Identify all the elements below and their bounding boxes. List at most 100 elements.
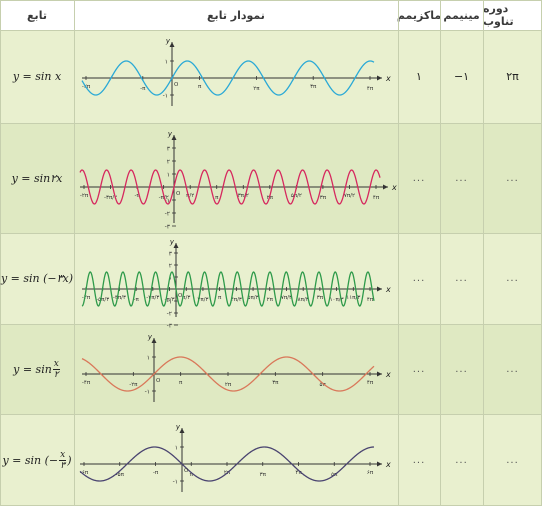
maximum-value: ... xyxy=(412,172,426,184)
y-tick-label: -۱ xyxy=(173,479,178,486)
x-tick-label: ۵π/۲ xyxy=(291,193,302,199)
x-tick-label: ۷π/۳ xyxy=(281,295,292,301)
x-axis-label: x xyxy=(385,74,391,83)
row-divider xyxy=(0,414,542,415)
function-graph: xy۱-۱-۲π -π π ۲π ۳π ۴πO xyxy=(81,37,391,106)
column-divider xyxy=(483,0,484,506)
y-tick-label: -۳ xyxy=(165,224,171,231)
column-divider xyxy=(398,0,399,506)
x-tick-label: ۴π xyxy=(295,470,302,476)
period-value: ... xyxy=(506,273,519,284)
maximum-value: ... xyxy=(412,363,426,375)
x-tick-label: ۳π xyxy=(272,380,279,386)
maximum-value: ... xyxy=(412,454,426,466)
y-tick-label: -۱ xyxy=(165,198,170,205)
row-divider xyxy=(0,233,542,234)
y-axis-label: y xyxy=(167,130,173,138)
x-axis-arrow xyxy=(383,184,388,190)
x-tick-label: -۲π xyxy=(82,295,91,301)
function-graph: x y ۳ ۲ ۱ -۱ -۲ -۳ -۲π -۳π/۲ -π -π/۲ π/۲ π ۳π/۲ ۲π ۵π/۲ ۳… xyxy=(79,130,397,231)
y-tick-label: -۲ xyxy=(165,211,170,218)
x-tick-label: ۲π xyxy=(267,195,274,201)
x-tick-label: -π xyxy=(133,297,139,303)
y-tick-label: -۱ xyxy=(167,299,172,306)
x-tick-label: π xyxy=(198,84,202,90)
maximum-value: ۱ xyxy=(416,70,422,83)
x-tick-label: -π/۳ xyxy=(164,297,174,303)
y-tick-label: ۱ xyxy=(147,355,150,362)
sine-curve xyxy=(81,356,375,392)
x-tick-label: π xyxy=(218,295,222,301)
y-axis-label: y xyxy=(169,238,175,246)
origin-label: O xyxy=(156,378,161,384)
x-axis-arrow xyxy=(377,75,382,81)
fraction-denominator: ۲ xyxy=(53,369,59,380)
row-divider xyxy=(0,324,542,325)
formula-main: y = sin (−۳x) xyxy=(0,272,74,285)
x-tick-label: ۴π xyxy=(367,297,374,303)
x-tick-label: ۳π xyxy=(317,295,324,301)
x-tick-label: ۳π xyxy=(310,84,317,90)
column-divider xyxy=(0,0,1,506)
y-tick-label: ۳ xyxy=(169,251,173,258)
x-axis-label: x xyxy=(385,285,391,294)
x-tick-label: ۳π xyxy=(260,472,267,478)
header-function: تابع xyxy=(27,8,47,22)
period-value: ... xyxy=(506,172,519,184)
y-tick-label: -۲ xyxy=(167,311,172,318)
column-divider xyxy=(440,0,441,506)
x-tick-label: -۲π/۳ xyxy=(146,295,159,301)
y-tick-label: ۱ xyxy=(165,59,168,66)
row-background xyxy=(0,324,542,414)
header-graph: نمودار تابع xyxy=(207,8,265,22)
formula-main: y = sin x xyxy=(12,70,62,83)
y-tick-label: -۱ xyxy=(145,389,150,396)
row-background xyxy=(0,233,542,324)
x-axis-label: x xyxy=(385,460,391,469)
x-tick-label: ۳π xyxy=(320,195,327,201)
x-tick-label: ۵π xyxy=(320,382,327,388)
x-tick-label: ۲π xyxy=(225,382,232,388)
x-axis-arrow xyxy=(377,461,382,467)
y-axis-arrow xyxy=(151,338,157,343)
x-tick-label: ۲π xyxy=(253,86,260,92)
x-tick-label: ۸π/۳ xyxy=(298,297,309,303)
sine-curve xyxy=(81,60,375,96)
origin-label: O xyxy=(184,468,189,474)
x-tick-label: -۴π/۳ xyxy=(113,295,126,301)
minimum-value: ... xyxy=(455,454,468,466)
y-tick-label: ۱ xyxy=(175,445,178,452)
row-divider xyxy=(0,123,542,124)
x-tick-label: -۵π/۳ xyxy=(96,297,109,303)
x-tick-label: -۴π xyxy=(82,380,91,386)
origin-label: O xyxy=(178,293,183,299)
x-tick-label: ۵π/۳ xyxy=(248,295,259,301)
minimum-value: −۱ xyxy=(453,70,470,83)
x-tick-label: -۲π xyxy=(129,382,138,388)
header-period: دوره تناوب xyxy=(483,2,514,28)
x-tick-label: -۳π/۲ xyxy=(104,195,117,201)
x-tick-label: π xyxy=(179,380,183,386)
function-graph: x y ۳ ۲ ۱ -۱ -۲ -۳ -۲π -۵π/۳ -۴π/۳ -π -۲π/۳ -π/۳ π/۳ ۲π… xyxy=(81,238,391,330)
x-tick-label: -۲π xyxy=(80,193,89,199)
minimum-value: ... xyxy=(455,172,468,184)
y-axis-label: y xyxy=(175,423,181,431)
origin-label: O xyxy=(176,191,181,197)
x-tick-label: -π/۲ xyxy=(159,195,169,201)
origin-label: O xyxy=(174,82,179,88)
x-tick-label: -π xyxy=(134,193,140,199)
sine-curve xyxy=(79,446,375,482)
x-tick-label: ۴π xyxy=(373,195,380,201)
function-formula: y = sin (− x ۳) xyxy=(0,414,74,506)
period-value: ... xyxy=(506,363,519,375)
header-minimum: مینیمم xyxy=(443,8,480,22)
fraction-numerator: x xyxy=(59,449,67,461)
y-tick-label: ۲ xyxy=(167,159,170,166)
function-formula: y = sin۲x xyxy=(0,123,74,233)
y-tick-label: -۱ xyxy=(163,93,168,100)
y-tick-label: -۳ xyxy=(167,323,173,330)
formula-main: y = sin xyxy=(13,362,52,376)
row-background xyxy=(0,123,542,233)
x-tick-label: ۶π xyxy=(367,470,374,476)
